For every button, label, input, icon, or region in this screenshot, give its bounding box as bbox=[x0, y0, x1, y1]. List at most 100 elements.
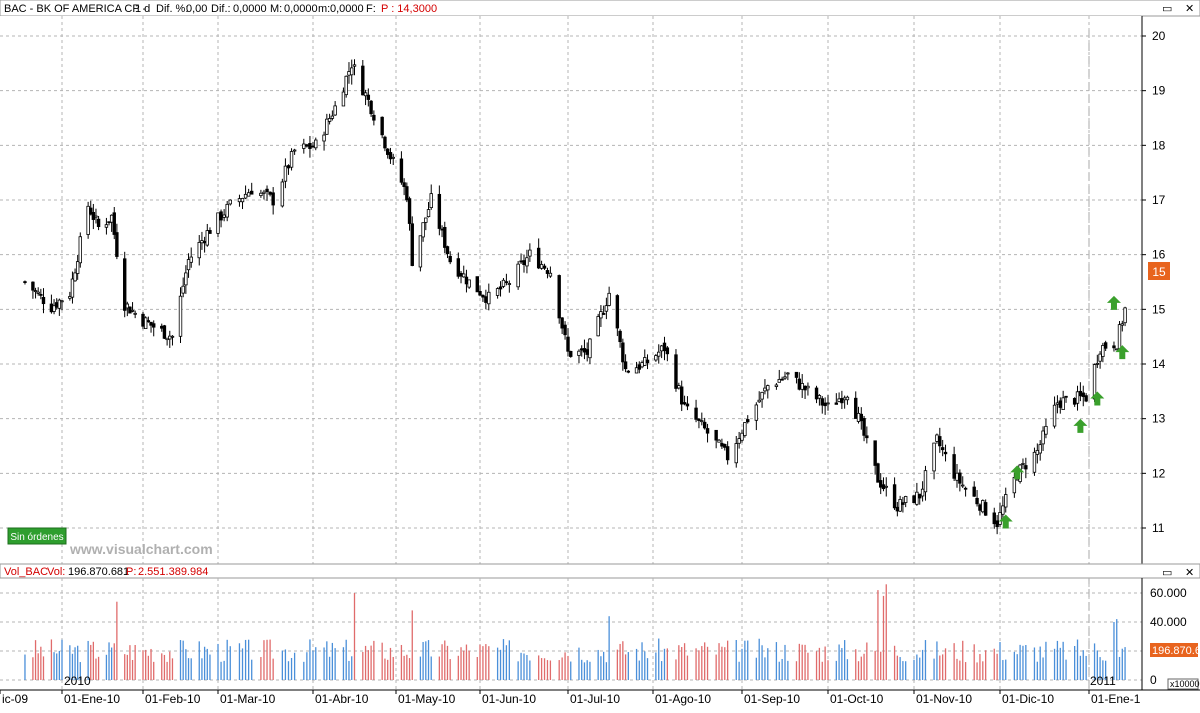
header-symbol: BAC - BK OF AMERICA CP - bbox=[4, 3, 147, 15]
candle bbox=[1081, 385, 1085, 407]
candle bbox=[952, 446, 956, 481]
candle bbox=[563, 321, 567, 340]
candle bbox=[607, 286, 611, 307]
candle bbox=[60, 300, 64, 311]
candle bbox=[943, 444, 948, 462]
candle bbox=[57, 298, 62, 316]
header-max-label: M: bbox=[270, 3, 282, 15]
candle bbox=[898, 495, 902, 513]
x-tick-label: 01-Nov-10 bbox=[916, 692, 972, 706]
candle bbox=[94, 208, 98, 224]
buy-arrow-icon bbox=[1106, 295, 1121, 310]
header-min-label: m: bbox=[318, 3, 330, 15]
candle bbox=[197, 235, 201, 266]
candle bbox=[380, 116, 384, 139]
header-f-label: F: bbox=[366, 3, 376, 15]
candle bbox=[912, 494, 916, 504]
candle bbox=[128, 306, 132, 314]
candle bbox=[604, 297, 609, 320]
candle bbox=[225, 200, 229, 222]
candle bbox=[237, 194, 242, 207]
x-tick-label: 01-Sep-10 bbox=[744, 692, 800, 706]
candle bbox=[361, 60, 365, 96]
year-label-2010: 2010 bbox=[64, 674, 91, 688]
header-price: P : 14,3000 bbox=[381, 3, 437, 15]
candle bbox=[96, 215, 101, 231]
volume-tick-label: 0 bbox=[1150, 673, 1157, 687]
candle bbox=[322, 131, 326, 151]
candle bbox=[975, 490, 979, 507]
candle bbox=[697, 418, 701, 429]
candle bbox=[341, 87, 346, 107]
candle bbox=[426, 202, 431, 218]
candle bbox=[344, 75, 348, 98]
candle bbox=[601, 305, 606, 315]
candle bbox=[52, 299, 56, 315]
candle bbox=[757, 391, 761, 403]
candle bbox=[560, 317, 564, 335]
candle bbox=[545, 267, 550, 279]
candle bbox=[992, 507, 996, 529]
candle bbox=[75, 254, 80, 280]
candle bbox=[327, 113, 332, 125]
candle bbox=[1044, 418, 1048, 439]
candle bbox=[243, 185, 248, 200]
candle bbox=[219, 209, 223, 228]
candle bbox=[892, 477, 897, 510]
x-tick-label: 01-Jun-10 bbox=[482, 692, 536, 706]
volume-bar-series bbox=[24, 584, 1126, 680]
candle bbox=[205, 223, 209, 247]
header-dif-pct-label: Dif. %: bbox=[156, 3, 188, 15]
candle bbox=[189, 247, 193, 268]
candle bbox=[737, 431, 741, 449]
candle bbox=[725, 441, 730, 465]
x-tick-label: 01-Jul-10 bbox=[570, 692, 620, 706]
candle bbox=[262, 189, 266, 200]
candle bbox=[783, 371, 787, 381]
candle bbox=[383, 135, 387, 152]
volume-vol-value: 196.870.681 bbox=[68, 566, 129, 578]
candle bbox=[424, 217, 428, 231]
candle bbox=[271, 187, 275, 215]
candle bbox=[626, 370, 631, 374]
candle bbox=[385, 148, 390, 159]
buy-arrow-icon bbox=[998, 514, 1013, 529]
candle bbox=[766, 384, 770, 399]
status-badge[interactable] bbox=[7, 527, 67, 545]
candle bbox=[388, 147, 393, 164]
candle bbox=[498, 281, 503, 297]
candle bbox=[1024, 457, 1028, 479]
candle bbox=[216, 212, 220, 238]
candle bbox=[228, 199, 232, 206]
x-tick-label: 01-Oct-10 bbox=[830, 692, 884, 706]
candle bbox=[760, 391, 764, 408]
candle bbox=[186, 253, 191, 278]
candle bbox=[36, 287, 40, 296]
price-panel bbox=[0, 16, 1142, 564]
close-icon[interactable]: ✕ bbox=[1185, 3, 1194, 15]
volume-multiplier-box: x10000 bbox=[1167, 678, 1200, 690]
candle bbox=[1021, 458, 1025, 470]
restore-icon[interactable]: ▭ bbox=[1162, 3, 1172, 15]
candle bbox=[901, 496, 905, 513]
volume-restore-icon[interactable]: ▭ bbox=[1162, 567, 1172, 579]
candle bbox=[734, 435, 738, 468]
year-label-2011: 2011 bbox=[1090, 674, 1116, 688]
price-tick-label: 12 bbox=[1152, 466, 1166, 480]
candle bbox=[41, 288, 46, 314]
candle bbox=[859, 407, 863, 430]
candle bbox=[879, 473, 883, 495]
candle bbox=[33, 287, 38, 299]
candle bbox=[865, 426, 869, 444]
header-timeframe: 1 d bbox=[135, 3, 150, 15]
candle bbox=[1084, 393, 1088, 403]
volume-close-icon[interactable]: ✕ bbox=[1185, 567, 1194, 579]
candle bbox=[774, 383, 779, 390]
header-dif-value: 0,0000 bbox=[233, 3, 267, 15]
candle bbox=[932, 442, 936, 480]
candle bbox=[963, 486, 968, 497]
candle bbox=[834, 393, 839, 405]
candle bbox=[740, 429, 744, 443]
candle bbox=[694, 399, 698, 423]
